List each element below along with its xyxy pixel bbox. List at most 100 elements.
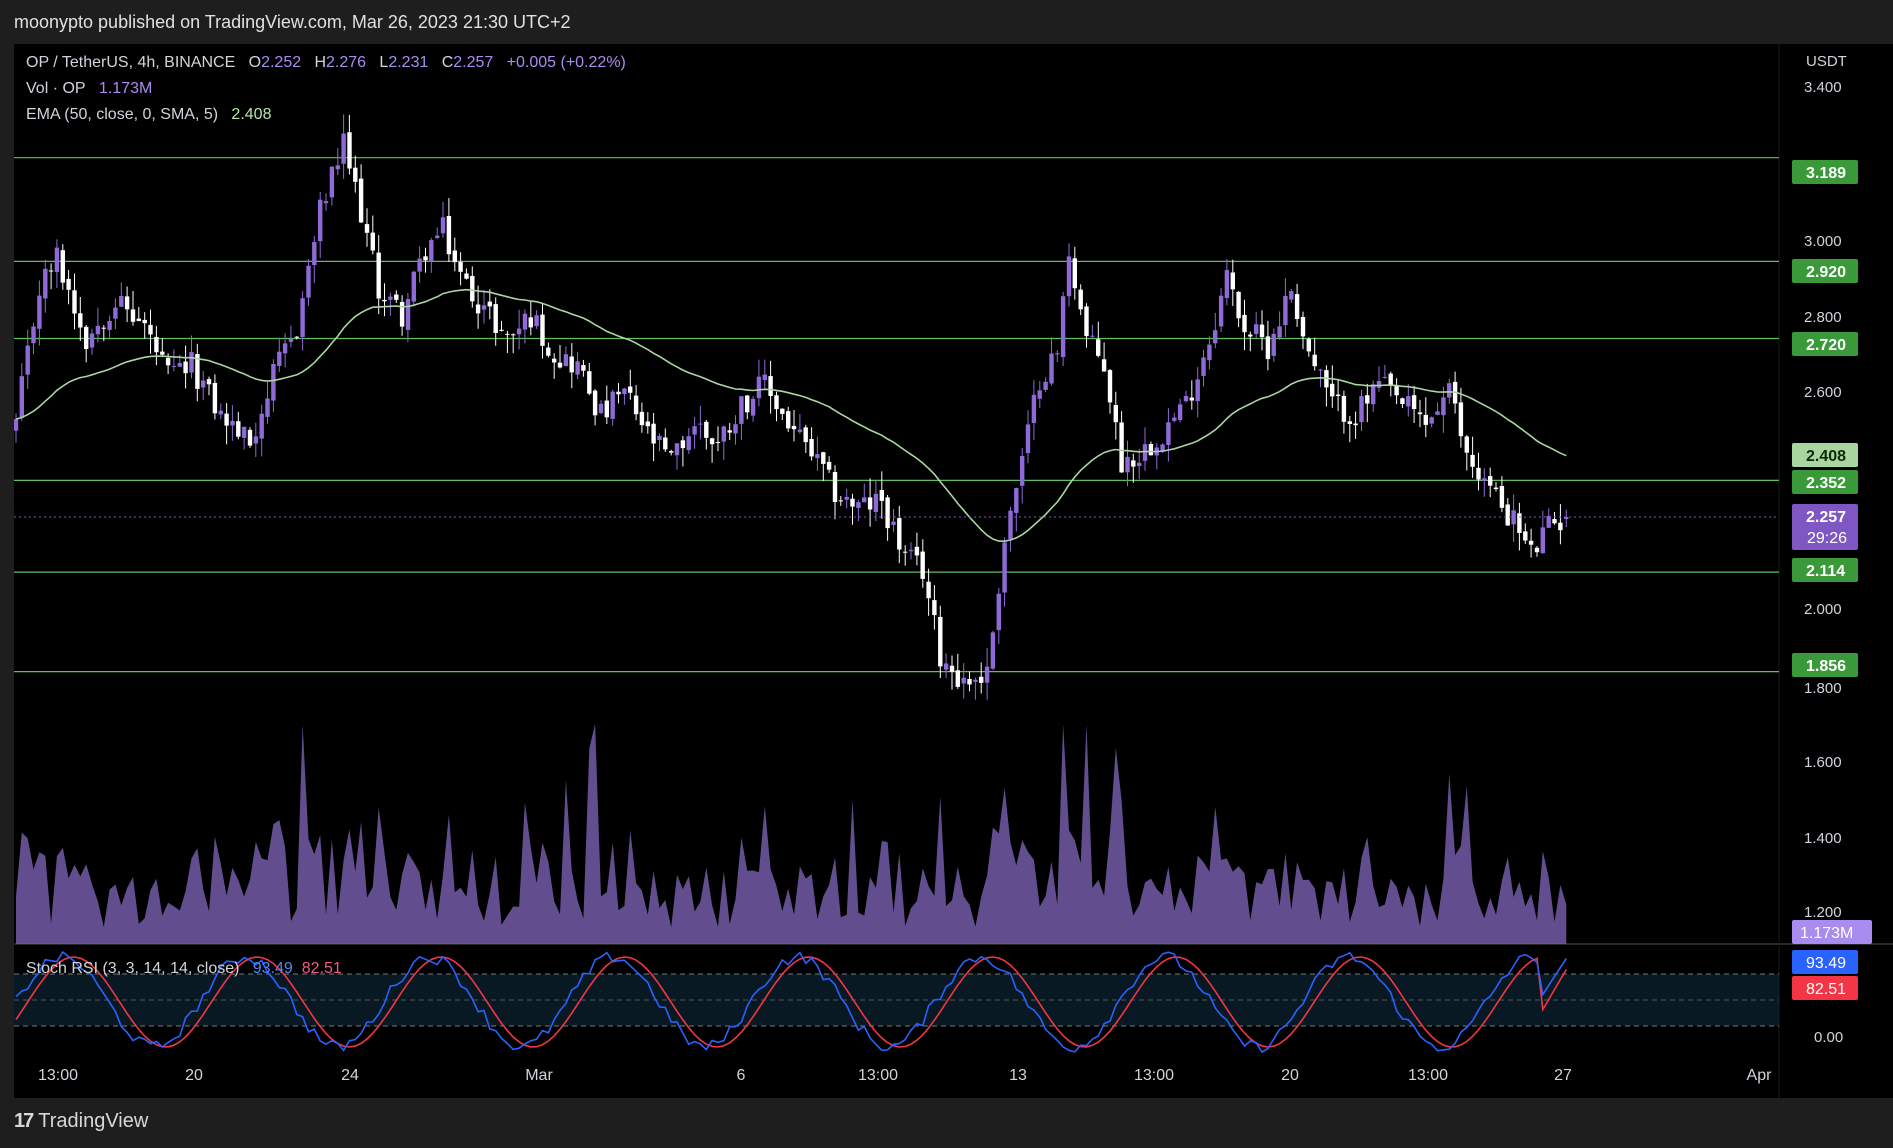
candle-body bbox=[1523, 531, 1528, 541]
candle-body bbox=[1341, 395, 1347, 422]
candle-body bbox=[48, 270, 54, 272]
candle-body bbox=[780, 408, 785, 414]
candle-body bbox=[265, 398, 270, 417]
candle-body bbox=[1224, 270, 1230, 298]
candle-body bbox=[60, 250, 65, 283]
candle-body bbox=[867, 497, 873, 510]
candle-body bbox=[423, 256, 428, 261]
candle-body bbox=[1259, 324, 1265, 338]
candle-body bbox=[1417, 412, 1423, 415]
close-value: 2.257 bbox=[453, 54, 494, 71]
candle-body bbox=[622, 388, 627, 394]
candle-body bbox=[341, 133, 346, 164]
candle-body bbox=[195, 354, 200, 389]
candle-body bbox=[938, 616, 943, 667]
candle-body bbox=[1096, 339, 1101, 356]
candle-body bbox=[1470, 454, 1475, 467]
candle-body bbox=[826, 461, 832, 470]
candle-body bbox=[815, 454, 820, 459]
time-axis: 13:00 20 24 Mar 6 13:00 13 13:00 20 13:0… bbox=[38, 1067, 1772, 1084]
candle-body bbox=[961, 677, 966, 684]
candle-body bbox=[598, 403, 604, 413]
candle-body bbox=[756, 376, 762, 399]
candle-body bbox=[1183, 396, 1189, 402]
level-badges: 3.189 2.920 2.720 2.408 2.352 2.257 29:2… bbox=[1792, 160, 1872, 1000]
stoch-d-badge: 82.51 bbox=[1806, 981, 1846, 998]
candle-body bbox=[160, 351, 165, 355]
candle-body bbox=[411, 271, 416, 302]
candle-body bbox=[288, 338, 294, 342]
candle-body bbox=[1488, 476, 1493, 486]
price-tick: 2.000 bbox=[1804, 601, 1842, 618]
stoch-label: Stoch RSI (3, 3, 14, 14, close) bbox=[26, 960, 240, 977]
candle-body bbox=[1435, 411, 1440, 415]
candle-body bbox=[335, 165, 340, 170]
candle-body bbox=[224, 413, 229, 426]
candle-body bbox=[1347, 421, 1352, 424]
level-badge: 1.856 bbox=[1806, 658, 1846, 675]
time-label: 13:00 bbox=[1408, 1067, 1448, 1084]
time-label: 13:00 bbox=[858, 1067, 898, 1084]
candle-body bbox=[165, 357, 171, 366]
candle-body bbox=[475, 304, 481, 314]
tradingview-brand: TradingView bbox=[38, 1110, 149, 1132]
candle-body bbox=[1335, 394, 1341, 396]
price-tick: 1.400 bbox=[1804, 830, 1842, 847]
candle-body bbox=[1376, 381, 1382, 388]
candle-body bbox=[1294, 294, 1300, 319]
volume-legend: Vol · OP 1.173M bbox=[26, 80, 152, 98]
candle-body bbox=[37, 295, 42, 329]
candle-body bbox=[236, 421, 241, 437]
candle-body bbox=[1207, 344, 1212, 361]
candle-body bbox=[84, 326, 89, 349]
candle-body bbox=[949, 665, 955, 672]
candle-body bbox=[669, 451, 674, 453]
candle-body bbox=[1137, 462, 1142, 466]
candle-body bbox=[1072, 258, 1077, 289]
candle-body bbox=[1148, 444, 1154, 456]
candle-body bbox=[1482, 478, 1487, 481]
candle-body bbox=[1078, 289, 1083, 310]
candle-body bbox=[1014, 488, 1019, 513]
candle-body bbox=[557, 362, 563, 368]
candle-body bbox=[113, 307, 118, 319]
candle-body bbox=[54, 247, 60, 273]
candle-body bbox=[154, 336, 159, 353]
candle-body bbox=[1084, 306, 1089, 337]
candle-body bbox=[639, 411, 645, 426]
candle-body bbox=[885, 497, 890, 529]
candle-body bbox=[66, 278, 71, 290]
candle-body bbox=[1382, 376, 1388, 378]
candle-body bbox=[809, 439, 814, 457]
candle-body bbox=[142, 319, 147, 324]
candle-body bbox=[1002, 542, 1007, 593]
candle-body bbox=[844, 496, 849, 500]
candle-body bbox=[920, 551, 925, 579]
candle-body bbox=[955, 670, 960, 687]
candle-body bbox=[1242, 314, 1247, 333]
level-badge: 2.920 bbox=[1806, 264, 1846, 281]
candle-body bbox=[440, 217, 446, 234]
candle-body bbox=[177, 363, 182, 367]
candle-body bbox=[903, 551, 908, 553]
candle-body bbox=[897, 518, 902, 550]
candle-body bbox=[1060, 296, 1066, 357]
candle-body bbox=[891, 521, 896, 525]
candle-body bbox=[370, 232, 375, 251]
candle-body bbox=[1511, 510, 1516, 525]
candle-body bbox=[832, 472, 838, 502]
candle-body bbox=[1119, 422, 1124, 473]
stoch-d-value: 82.51 bbox=[301, 960, 342, 977]
candle-body bbox=[282, 343, 288, 354]
candle-body bbox=[943, 663, 949, 670]
candle-body bbox=[1564, 517, 1569, 519]
tradingview-logo[interactable]: 17 TradingView bbox=[14, 1110, 148, 1133]
footer-bar: 17 TradingView bbox=[0, 1098, 1893, 1148]
candle-body bbox=[347, 132, 352, 169]
time-label: 13:00 bbox=[1134, 1067, 1174, 1084]
price-chart[interactable]: USDT 3.400 3.000 2.800 2.600 2.000 1.800… bbox=[14, 44, 1893, 1098]
candle-body bbox=[774, 395, 779, 410]
candle-body bbox=[1043, 381, 1048, 390]
candle-body bbox=[879, 490, 884, 501]
candle-body bbox=[218, 410, 223, 415]
